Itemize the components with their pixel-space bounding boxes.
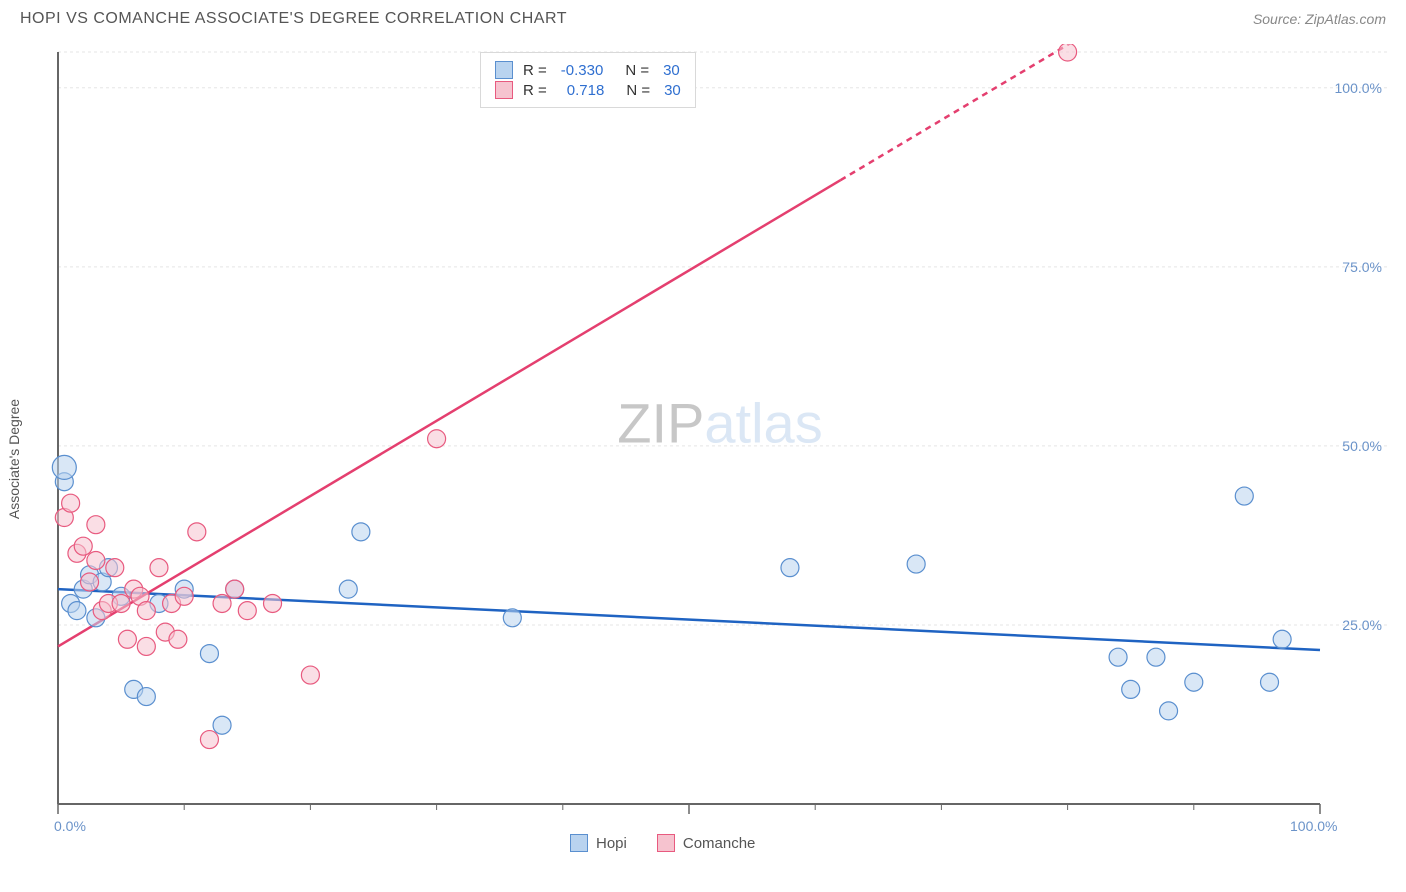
- swatch-comanche: [495, 81, 513, 99]
- x-axis-label-right: 100.0%: [1290, 818, 1337, 834]
- stat-legend: R = -0.330 N = 30 R = 0.718 N = 30: [480, 52, 696, 108]
- svg-text:75.0%: 75.0%: [1342, 259, 1382, 275]
- stat-n-label: N =: [625, 62, 649, 79]
- stat-row-comanche: R = 0.718 N = 30: [495, 81, 681, 99]
- stat-n-comanche: 30: [664, 82, 681, 99]
- legend-item-comanche: Comanche: [657, 834, 756, 852]
- chart-title: HOPI VS COMANCHE ASSOCIATE'S DEGREE CORR…: [20, 10, 567, 28]
- legend-label-hopi: Hopi: [596, 835, 627, 852]
- y-axis-label: Associate's Degree: [6, 399, 22, 519]
- stat-r-comanche: 0.718: [567, 82, 605, 99]
- legend-swatch-comanche: [657, 834, 675, 852]
- stat-n-label-2: N =: [626, 82, 650, 99]
- svg-text:100.0%: 100.0%: [1335, 80, 1382, 96]
- svg-text:25.0%: 25.0%: [1342, 617, 1382, 633]
- x-axis-label-left: 0.0%: [54, 818, 86, 834]
- legend-item-hopi: Hopi: [570, 834, 627, 852]
- stat-r-label-2: R =: [523, 82, 547, 99]
- stat-row-hopi: R = -0.330 N = 30: [495, 61, 681, 79]
- svg-text:50.0%: 50.0%: [1342, 438, 1382, 454]
- chart-svg: 25.0% 50.0% 75.0% 100.0%: [50, 44, 1390, 834]
- legend-label-comanche: Comanche: [683, 835, 756, 852]
- chart-source: Source: ZipAtlas.com: [1253, 11, 1386, 27]
- stat-r-label: R =: [523, 62, 547, 79]
- scatter-chart: 25.0%50.0%75.0%100.0% ZIPatlas R = -0.33…: [50, 44, 1390, 834]
- series-legend: Hopi Comanche: [570, 834, 755, 852]
- swatch-hopi: [495, 61, 513, 79]
- legend-swatch-hopi: [570, 834, 588, 852]
- stat-n-hopi: 30: [663, 62, 680, 79]
- stat-r-hopi: -0.330: [561, 62, 604, 79]
